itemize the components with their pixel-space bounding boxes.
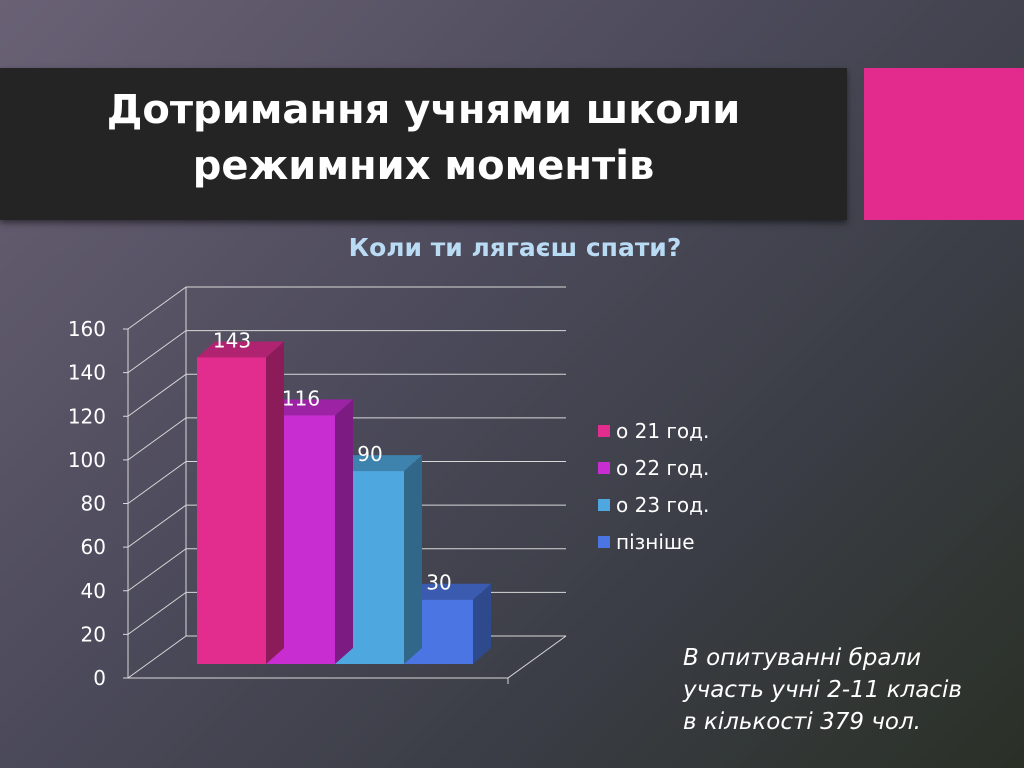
slide-title: Дотримання учнями школи режимних моменті… bbox=[0, 82, 847, 194]
legend-label: о 21 год. bbox=[616, 418, 710, 443]
gridline-diagonal bbox=[127, 286, 187, 330]
gridline-diagonal bbox=[127, 417, 187, 461]
bar-side bbox=[266, 341, 284, 664]
y-tick-label: 80 bbox=[81, 492, 106, 516]
title-line-2: режимних моментів bbox=[192, 143, 655, 189]
floor-edge bbox=[507, 635, 567, 679]
y-tick-label: 20 bbox=[81, 622, 106, 646]
accent-block bbox=[864, 68, 1024, 220]
bar-top bbox=[404, 583, 491, 600]
chart-legend: о 21 год. о 22 год. о 23 год. пізніше bbox=[598, 412, 709, 560]
y-tick-label: 0 bbox=[93, 666, 106, 690]
bar-top bbox=[266, 399, 353, 416]
legend-label: о 22 год. bbox=[616, 455, 710, 480]
gridline-diagonal bbox=[127, 635, 187, 679]
title-bar bbox=[0, 68, 847, 220]
y-tick-label: 140 bbox=[68, 361, 106, 385]
bar-top bbox=[197, 341, 284, 358]
y-tick-label: 40 bbox=[81, 579, 106, 603]
legend-label: о 23 год. bbox=[616, 492, 710, 517]
bar-top bbox=[335, 455, 422, 472]
legend-swatch bbox=[598, 424, 610, 437]
legend-item: пізніше bbox=[598, 523, 709, 560]
gridline-diagonal bbox=[127, 330, 187, 374]
bar-front bbox=[197, 357, 266, 664]
bar-side bbox=[404, 455, 422, 664]
legend-label: пізніше bbox=[616, 529, 695, 554]
note-line-2: участь учні 2-11 класів bbox=[683, 677, 962, 703]
gridline-diagonal bbox=[127, 591, 187, 635]
gridline-diagonal bbox=[127, 461, 187, 504]
legend-swatch bbox=[598, 535, 610, 548]
title-line-1: Дотримання учнями школи bbox=[106, 87, 741, 133]
legend-item: о 21 год. bbox=[598, 412, 709, 449]
note-line-3: в кількості 379 чол. bbox=[683, 709, 921, 735]
data-label: 143 bbox=[213, 328, 251, 352]
chart-title: Коли ти лягаєш спати? bbox=[349, 233, 682, 262]
y-tick-label: 120 bbox=[68, 404, 106, 428]
legend-swatch bbox=[598, 461, 610, 474]
note-line-1: В опитуванні брали bbox=[683, 645, 922, 671]
y-tick-label: 60 bbox=[81, 535, 106, 559]
y-tick-label: 100 bbox=[68, 448, 106, 472]
bar-side bbox=[473, 583, 491, 664]
legend-item: о 23 год. bbox=[598, 486, 709, 523]
bar bbox=[197, 341, 284, 664]
gridline-diagonal bbox=[127, 548, 187, 592]
bar-side bbox=[335, 399, 353, 664]
y-tick-label: 160 bbox=[68, 317, 106, 341]
gridline-diagonal bbox=[127, 373, 187, 417]
legend-item: о 22 год. bbox=[598, 449, 709, 486]
data-label: 30 bbox=[426, 571, 451, 595]
data-label: 90 bbox=[357, 442, 382, 466]
survey-note: В опитуванні брали участь учні 2-11 клас… bbox=[683, 642, 1013, 738]
gridline-diagonal bbox=[127, 504, 187, 548]
data-label: 116 bbox=[282, 386, 320, 410]
legend-swatch bbox=[598, 498, 610, 511]
